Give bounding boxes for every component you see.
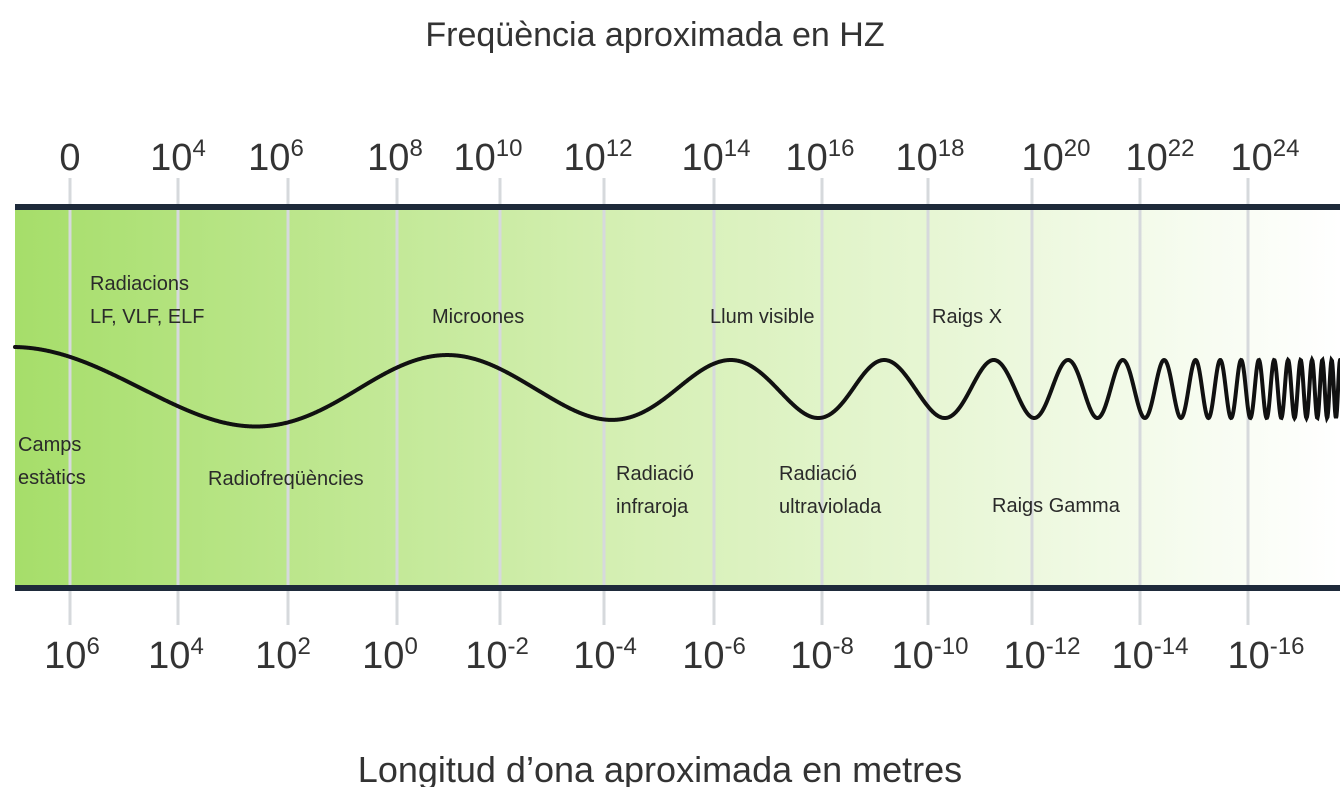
bottom-title: Longitud d’ona aproximada en metres	[358, 749, 962, 787]
scale-label: 1018	[896, 135, 965, 179]
label-base: 10	[1126, 137, 1168, 179]
region-label: Raigs X	[932, 306, 1002, 328]
region-label: Radiofreqüències	[208, 468, 364, 490]
label-exponent: 24	[1273, 135, 1300, 162]
label-exponent: 14	[724, 135, 751, 162]
region-label: Raigs Gamma	[992, 495, 1121, 517]
label-exponent: -8	[832, 633, 853, 660]
scale-label: 10-4	[573, 633, 637, 677]
label-base: 10	[1022, 137, 1064, 179]
scale-label: 0	[59, 137, 80, 179]
label-base: 10	[896, 137, 938, 179]
label-base: 10	[1004, 635, 1046, 677]
label-exponent: 10	[496, 135, 523, 162]
scale-label: 1012	[564, 135, 633, 179]
label-exponent: -2	[507, 633, 528, 660]
label-base: 0	[59, 137, 80, 179]
scale-label: 10-6	[682, 633, 746, 677]
region-label: Llum visible	[710, 306, 814, 328]
label-exponent: -12	[1046, 633, 1081, 660]
scale-label: 10-2	[465, 633, 529, 677]
label-exponent: 4	[190, 633, 203, 660]
scale-label: 1020	[1022, 135, 1091, 179]
label-exponent: -10	[934, 633, 969, 660]
label-exponent: 6	[290, 135, 303, 162]
label-base: 10	[454, 137, 496, 179]
scale-label: 1014	[682, 135, 751, 179]
scale-label: 10-10	[892, 633, 969, 677]
region-label: Camps	[18, 434, 81, 456]
label-exponent: -4	[615, 633, 636, 660]
label-base: 10	[255, 635, 297, 677]
label-exponent: 4	[192, 135, 205, 162]
label-base: 10	[465, 635, 507, 677]
label-base: 10	[44, 635, 86, 677]
scale-label: 104	[148, 633, 204, 677]
scale-label: 10-14	[1112, 633, 1189, 677]
scale-label: 1022	[1126, 135, 1195, 179]
scale-label: 106	[248, 135, 304, 179]
label-base: 10	[1231, 137, 1273, 179]
region-label: Radiació	[616, 463, 694, 485]
region-label: estàtics	[18, 467, 86, 489]
label-exponent: 12	[606, 135, 633, 162]
region-label: LF, VLF, ELF	[90, 306, 205, 328]
label-base: 10	[248, 137, 290, 179]
scale-label: 1024	[1231, 135, 1300, 179]
label-exponent: 16	[828, 135, 855, 162]
scale-label: 100	[362, 633, 418, 677]
wave	[13, 345, 1340, 429]
label-exponent: 18	[938, 135, 965, 162]
label-exponent: -6	[724, 633, 745, 660]
scale-label: 10-16	[1228, 633, 1305, 677]
scale-label: 104	[150, 135, 206, 179]
label-exponent: 6	[86, 633, 99, 660]
scale-label: 10-8	[790, 633, 854, 677]
label-base: 10	[148, 635, 190, 677]
label-base: 10	[150, 137, 192, 179]
label-exponent: 22	[1168, 135, 1195, 162]
region-label: Radiacions	[90, 273, 189, 295]
label-base: 10	[1228, 635, 1270, 677]
label-exponent: -16	[1270, 633, 1305, 660]
label-exponent: 20	[1064, 135, 1091, 162]
grid	[68, 178, 1250, 625]
title: Freqüència aproximada en HZ	[425, 16, 884, 54]
label-base: 10	[892, 635, 934, 677]
scale-label: 108	[367, 135, 423, 179]
spectrum-band	[15, 207, 1340, 588]
region-label: Radiació	[779, 463, 857, 485]
scale-label: 1010	[454, 135, 523, 179]
label-base: 10	[682, 635, 724, 677]
label-base: 10	[790, 635, 832, 677]
label-base: 10	[367, 137, 409, 179]
region-label: ultraviolada	[779, 496, 882, 518]
label-exponent: -14	[1154, 633, 1189, 660]
label-exponent: 8	[409, 135, 422, 162]
scale-label: 10-12	[1004, 633, 1081, 677]
label-base: 10	[362, 635, 404, 677]
label-base: 10	[786, 137, 828, 179]
label-base: 10	[1112, 635, 1154, 677]
scale-label: 1016	[786, 135, 855, 179]
label-base: 10	[564, 137, 606, 179]
label-base: 10	[682, 137, 724, 179]
region-label: Microones	[432, 306, 524, 328]
region-label: infraroja	[616, 496, 689, 518]
label-exponent: 0	[404, 633, 417, 660]
label-base: 10	[573, 635, 615, 677]
label-exponent: 2	[297, 633, 310, 660]
scale-label: 102	[255, 633, 311, 677]
scale-label: 106	[44, 633, 100, 677]
